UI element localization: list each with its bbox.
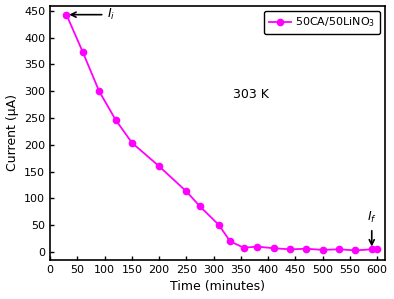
Line: 50CA/50LiNO$_3$: 50CA/50LiNO$_3$ — [63, 12, 380, 254]
50CA/50LiNO$_3$ — [228, 239, 232, 243]
50CA/50LiNO$_3$ — [353, 248, 358, 252]
Y-axis label: Current (μA): Current (μA) — [6, 94, 19, 171]
50CA/50LiNO$_3$ — [241, 246, 246, 249]
50CA/50LiNO$_3$ — [370, 248, 374, 251]
50CA/50LiNO$_3$ — [304, 247, 309, 251]
50CA/50LiNO$_3$ — [80, 50, 85, 54]
Text: $I_i$: $I_i$ — [71, 7, 115, 22]
50CA/50LiNO$_3$ — [184, 190, 189, 193]
50CA/50LiNO$_3$ — [217, 223, 221, 227]
50CA/50LiNO$_3$ — [288, 248, 292, 251]
50CA/50LiNO$_3$ — [271, 246, 276, 250]
50CA/50LiNO$_3$ — [375, 247, 379, 251]
50CA/50LiNO$_3$ — [198, 205, 203, 208]
Text: 303 K: 303 K — [233, 88, 269, 101]
X-axis label: Time (minutes): Time (minutes) — [170, 280, 265, 293]
50CA/50LiNO$_3$ — [157, 164, 162, 168]
Legend: 50CA/50LiNO$_3$: 50CA/50LiNO$_3$ — [264, 11, 380, 34]
50CA/50LiNO$_3$ — [113, 118, 118, 121]
50CA/50LiNO$_3$ — [97, 89, 102, 93]
50CA/50LiNO$_3$ — [255, 245, 260, 248]
50CA/50LiNO$_3$ — [337, 248, 342, 251]
50CA/50LiNO$_3$ — [64, 13, 69, 16]
50CA/50LiNO$_3$ — [130, 141, 134, 144]
Text: $I_f$: $I_f$ — [367, 210, 377, 245]
50CA/50LiNO$_3$ — [320, 248, 325, 252]
